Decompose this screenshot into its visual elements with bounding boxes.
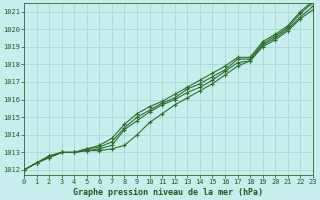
X-axis label: Graphe pression niveau de la mer (hPa): Graphe pression niveau de la mer (hPa) xyxy=(74,188,263,197)
